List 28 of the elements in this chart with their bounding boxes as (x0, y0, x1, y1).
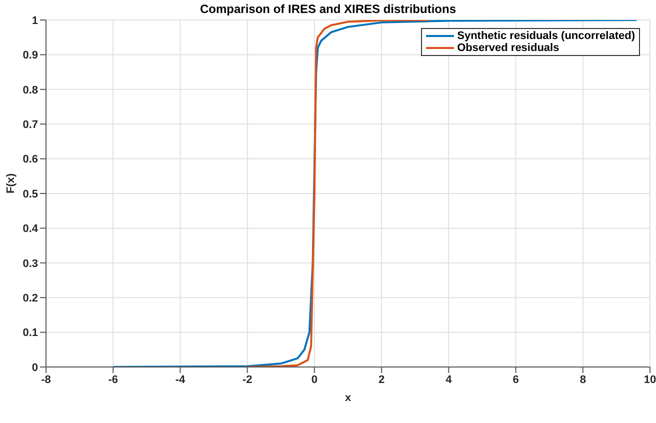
x-tick-label: -8 (41, 374, 51, 386)
line-series (112, 20, 638, 367)
y-tick-label: 0.9 (22, 50, 38, 62)
x-tick-label: 4 (446, 374, 453, 386)
x-tick-label: -2 (242, 374, 252, 386)
x-tick-label: 8 (580, 374, 586, 386)
y-tick-label: 1 (32, 14, 38, 27)
x-tick-label: -6 (108, 374, 118, 386)
y-tick-label: 0.3 (22, 258, 38, 270)
y-tick-label: 0.6 (22, 154, 38, 166)
x-tick-label: -4 (175, 374, 186, 386)
x-tick-label: 10 (644, 374, 656, 386)
x-tick-label: 2 (378, 374, 385, 386)
y-tick-label: 0.1 (22, 327, 38, 340)
line-series (246, 20, 430, 367)
legend-label: Observed residuals (457, 42, 560, 54)
chart-title: Comparison of IRES and XIRES distributions (198, 2, 458, 16)
y-tick-label: 0.8 (22, 84, 38, 96)
y-tick-label: 0.2 (22, 292, 38, 305)
x-tick-label: 6 (512, 374, 519, 386)
y-tick-label: 0.4 (22, 223, 39, 236)
y-tick-label: 0.7 (22, 119, 38, 132)
y-tick-label: 0.5 (22, 188, 38, 200)
y-axis-title: F(x) (4, 173, 17, 194)
y-tick-label: 0 (32, 362, 38, 374)
legend-label: Synthetic residuals (uncorrelated) (457, 30, 635, 42)
x-axis-title: x (344, 392, 352, 404)
x-tick-label: 0 (311, 374, 318, 386)
